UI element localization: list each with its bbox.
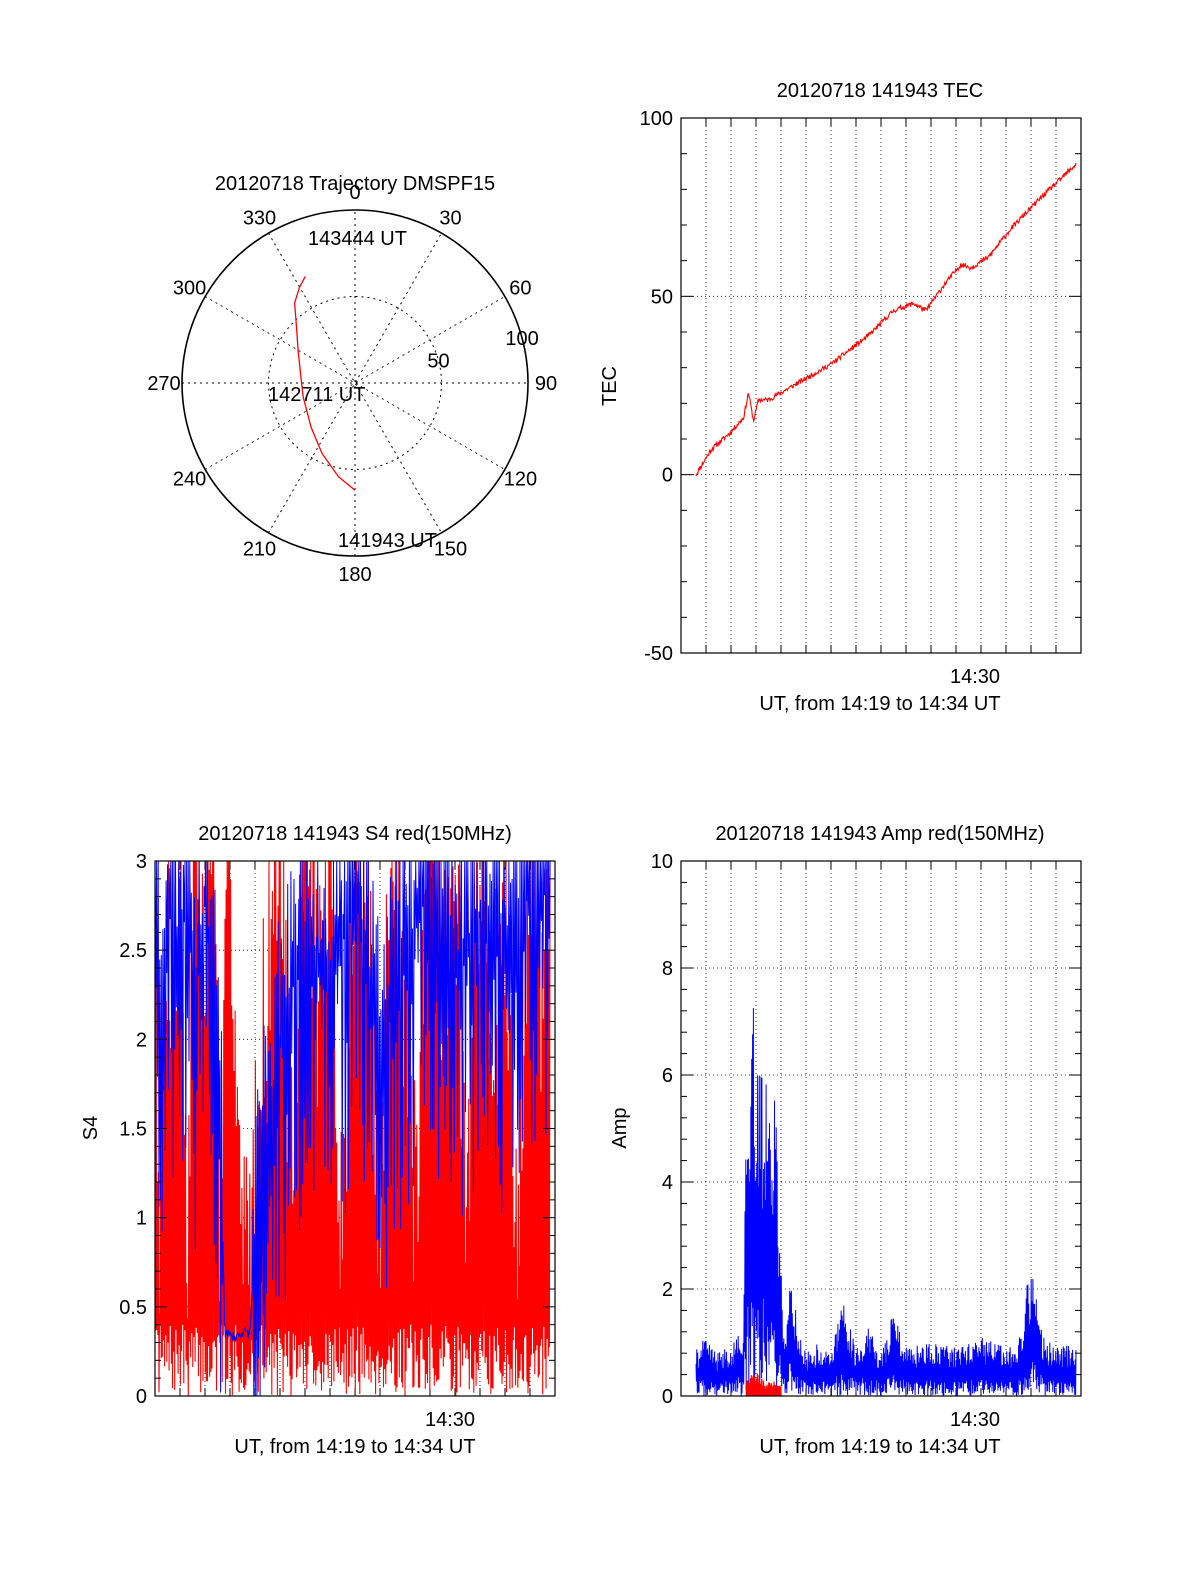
azimuth-label: 30	[439, 208, 461, 230]
amp-series	[695, 1007, 1077, 1397]
radial-labels: 50 100	[427, 328, 538, 372]
annotation-mid-time: 142711 UT	[268, 384, 365, 406]
amp-x-label: UT, from 14:19 to 14:34 UT	[759, 1436, 1000, 1458]
amp-y-tick-label: 4	[662, 1172, 673, 1194]
s4-y-label: S4	[80, 1116, 102, 1140]
azimuth-label: 60	[509, 278, 531, 300]
tec-x-tick-label: 14:30	[950, 666, 1000, 688]
s4-y-tick-label: 3	[136, 851, 147, 873]
amp-y-tick-label: 10	[651, 851, 673, 873]
polar-spoke	[268, 232, 442, 534]
amp-y-ticks: 0 2 4 6 8 10	[651, 851, 1081, 1408]
s4-y-ticks: 0 0.5 1 1.5 2 2.5 3	[119, 851, 555, 1408]
trajectory-line	[293, 276, 356, 491]
trajectory-title: 20120718 Trajectory DMSPF15	[215, 173, 495, 195]
amp-red-series	[745, 1373, 782, 1397]
tec-y-tick-label: 50	[651, 286, 673, 308]
amp-y-tick-label: 0	[662, 1386, 673, 1408]
s4-y-tick-label: 2.5	[119, 940, 147, 962]
tec-series	[695, 162, 1077, 477]
tec-panel: 20120718 141943 TEC -50 0 50 100 14:30 UT, …	[599, 80, 1082, 715]
azimuth-label: 240	[173, 469, 206, 491]
polar-spoke	[204, 296, 506, 470]
amp-y-label: Amp	[609, 1107, 631, 1148]
s4-y-tick-label: 1	[136, 1208, 147, 1230]
tec-title: 20120718 141943 TEC	[777, 80, 983, 102]
trajectory-track	[293, 276, 356, 491]
polar-grid	[181, 209, 529, 557]
azimuth-label: 270	[147, 373, 180, 395]
s4-series	[155, 861, 551, 1396]
tec-line	[695, 162, 1077, 477]
radial-label: 100	[505, 328, 538, 350]
amp-y-tick-label: 8	[662, 958, 673, 980]
azimuth-label: 180	[338, 564, 371, 586]
s4-panel: 20120718 141943 S4 red(150MHz) 0 0.5 1 1.5 2…	[80, 823, 556, 1458]
s4-y-tick-label: 0.5	[119, 1297, 147, 1319]
amp-title: 20120718 141943 Amp red(150MHz)	[715, 823, 1044, 845]
tec-y-tick-label: 0	[662, 465, 673, 487]
amp-panel: 20120718 141943 Amp red(150MHz) 0246810 …	[609, 823, 1082, 1458]
amp-blue-series	[695, 1007, 1077, 1397]
s4-y-tick-label: 0	[136, 1386, 147, 1408]
azimuth-label: 90	[535, 373, 557, 395]
azimuth-label: 150	[434, 538, 467, 560]
annotation-end-time: 143444 UT	[308, 228, 407, 250]
tec-y-ticks: -50 0 50 100	[640, 108, 1081, 665]
s4-x-label: UT, from 14:19 to 14:34 UT	[234, 1436, 475, 1458]
polar-spoke	[204, 296, 506, 470]
s4-series-group	[155, 861, 551, 1396]
amp-y-tick-label: 2	[662, 1279, 673, 1301]
radial-label: 50	[427, 351, 449, 373]
trajectory-panel: 20120718 Trajectory DMSPF15 0 30 60 90 120 15…	[147, 173, 557, 586]
tec-x-label: UT, from 14:19 to 14:34 UT	[759, 693, 1000, 715]
amp-x-tick-label: 14:30	[950, 1409, 1000, 1431]
amp-y-tick-label: 6	[662, 1065, 673, 1087]
azimuth-label: 120	[504, 469, 537, 491]
tec-y-label: TEC	[599, 366, 621, 406]
s4-y-tick-label: 1.5	[119, 1119, 147, 1141]
tec-y-tick-label: -50	[644, 643, 673, 665]
azimuth-label: 210	[243, 538, 276, 560]
s4-blue-series	[155, 861, 551, 1396]
azimuth-label: 330	[243, 208, 276, 230]
polar-spoke	[268, 232, 442, 534]
annotation-start-time: 141943 UT	[338, 530, 437, 552]
s4-y-tick-label: 2	[136, 1029, 147, 1051]
s4-title: 20120718 141943 S4 red(150MHz)	[198, 823, 512, 845]
azimuth-label: 300	[173, 278, 206, 300]
tec-frame	[680, 117, 1082, 654]
s4-x-tick-label: 14:30	[425, 1409, 475, 1431]
tec-y-tick-label: 100	[640, 108, 673, 130]
amp-frame	[680, 860, 1082, 1397]
azimuth-label: 0	[349, 182, 360, 204]
azimuth-labels: 0 30 60 90 120 150 180 210 240 270 300 330	[147, 182, 557, 586]
